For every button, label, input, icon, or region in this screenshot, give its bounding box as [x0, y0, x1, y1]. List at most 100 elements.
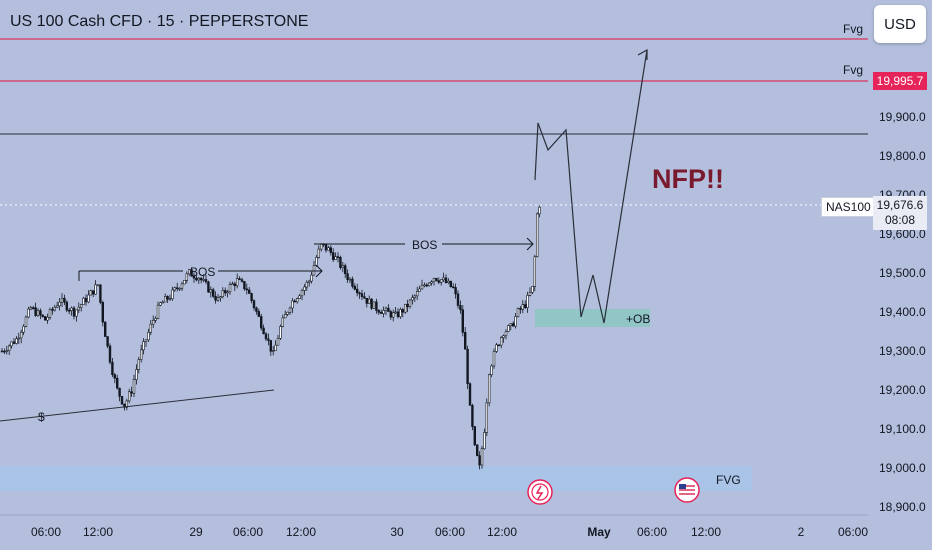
candle-body [403, 303, 407, 313]
candle-body [519, 308, 522, 310]
candle-body [29, 307, 32, 310]
candle-body [471, 405, 474, 427]
candle-body [276, 338, 280, 346]
candle-body [461, 309, 464, 333]
candle-body [72, 307, 76, 317]
candle-body [523, 304, 527, 308]
candle-body [459, 305, 462, 311]
candle-body [202, 279, 205, 281]
candle-body [427, 282, 431, 287]
candle-body [411, 297, 414, 301]
price-tick-label: 19,400.0 [879, 305, 926, 319]
candle-body [113, 374, 117, 379]
candle-body [53, 306, 57, 311]
candle-body [303, 286, 306, 291]
candle-body [228, 284, 232, 293]
candle-body [221, 290, 224, 297]
candle-body [209, 289, 212, 293]
candle-body [259, 316, 263, 329]
countdown-value: 08:08 [884, 213, 916, 227]
price-tick-label: 19,300.0 [879, 344, 926, 358]
candle-body [391, 312, 395, 318]
price-axis[interactable]: 19,900.019,800.019,700.019,600.019,500.0… [879, 110, 926, 514]
candle-body [188, 269, 191, 275]
candle-body [387, 307, 390, 312]
candle-body [63, 297, 66, 303]
candle-body [245, 288, 248, 291]
candle-body [283, 314, 287, 319]
candle-body [358, 292, 361, 295]
candle-body [502, 335, 505, 338]
candle-body [463, 332, 467, 350]
candle-body [531, 286, 534, 293]
candle-body [233, 283, 236, 287]
candle-body [185, 273, 188, 281]
candle-body [399, 309, 402, 318]
liquidity-trend-line[interactable] [0, 389, 275, 422]
candle-body [423, 284, 426, 287]
candle-body [128, 391, 131, 402]
candle-body [118, 387, 121, 397]
lightning-event-icon[interactable] [527, 479, 553, 505]
bos-line-1[interactable] [78, 264, 323, 281]
candle-body [504, 331, 508, 337]
price-tick-label: 19,100.0 [879, 422, 926, 436]
candle-body [269, 340, 272, 352]
time-tick-label: 30 [390, 525, 404, 539]
candle-body [447, 280, 450, 284]
us-flag-event-icon[interactable] [674, 477, 700, 503]
candle-body [375, 301, 378, 311]
chart-title: US 100 Cash CFD · 15 · PEPPERSTONE [10, 13, 309, 30]
candle-body [262, 327, 265, 335]
candle-body [480, 448, 484, 466]
candle-body [156, 304, 160, 319]
candle-body [334, 256, 337, 260]
candle-body [406, 303, 409, 308]
currency-button[interactable]: USD [874, 5, 926, 43]
projection-path[interactable] [534, 49, 648, 324]
candle-body [238, 278, 241, 280]
candle-body [164, 296, 167, 303]
candle-body [46, 317, 49, 321]
fvg-label-bottom: FVG [716, 473, 741, 487]
candle-body [257, 311, 260, 317]
candle-body [396, 311, 400, 318]
candle-body [236, 278, 239, 287]
bos-label-2: BOS [412, 238, 437, 252]
candle-body [331, 252, 335, 260]
candle-body [31, 307, 35, 309]
candle-body [372, 301, 376, 309]
candle-body [468, 383, 472, 406]
candle-body [351, 278, 354, 287]
candle-body [415, 291, 419, 297]
candle-body [219, 296, 222, 299]
candle-body [528, 291, 532, 296]
candle-body [77, 306, 81, 311]
candle-body [147, 332, 150, 341]
candle-body [168, 298, 172, 300]
price-tick-label: 19,900.0 [879, 110, 926, 124]
candle-body [497, 344, 500, 347]
candle-body [305, 281, 308, 288]
candle-body [355, 288, 359, 294]
candle-body [24, 316, 28, 327]
candle-body [106, 336, 109, 347]
candle-body [495, 344, 498, 352]
candle-body [521, 304, 525, 310]
candle-body [195, 277, 198, 281]
candle-body [420, 284, 424, 290]
candle-body [401, 309, 404, 313]
candle-body [111, 361, 114, 376]
candle-body [70, 307, 73, 311]
candle-body [382, 310, 385, 314]
candle-body [295, 298, 299, 303]
candle-body [17, 337, 20, 340]
candle-body [212, 289, 215, 297]
candle-body [34, 307, 37, 316]
candle-body [252, 300, 256, 309]
bos-line-2[interactable] [314, 237, 534, 251]
candle-body [348, 278, 352, 281]
candle-body [456, 293, 460, 306]
time-axis[interactable]: 06:00 12:00 29 06:00 12:00 30 06:00 12:00 May 06:… [31, 525, 868, 539]
